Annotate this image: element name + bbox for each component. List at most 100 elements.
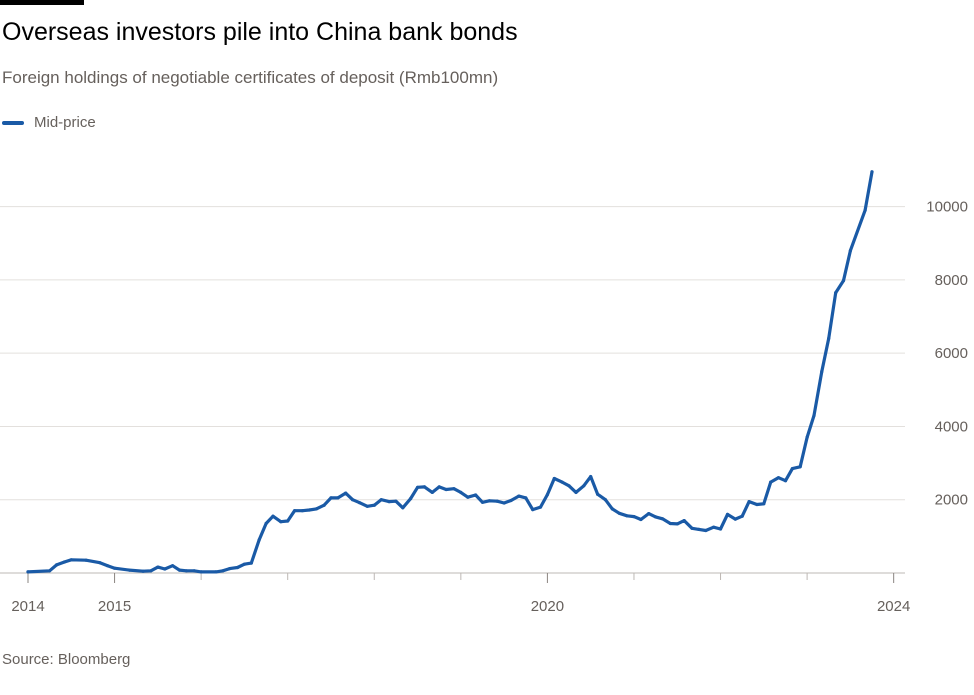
data-point [805, 435, 809, 439]
series-line-mid-price [26, 170, 874, 574]
data-point [300, 509, 304, 513]
data-point [654, 515, 658, 519]
data-point [387, 500, 391, 504]
data-point [820, 369, 824, 374]
data-point [466, 495, 470, 499]
data-point [567, 484, 571, 488]
data-point [401, 506, 405, 510]
x-tick-label-2020: 2020 [531, 598, 564, 615]
data-point [725, 512, 730, 517]
data-point [106, 564, 110, 568]
data-point [524, 496, 528, 500]
data-point [660, 517, 665, 521]
data-point [668, 521, 672, 526]
data-point [444, 487, 448, 492]
data-point [322, 503, 326, 507]
data-point [610, 507, 614, 511]
data-point [841, 279, 846, 283]
data-point [221, 569, 225, 573]
data-point [358, 501, 362, 505]
data-point [163, 567, 167, 571]
data-point [307, 508, 311, 512]
data-point [682, 519, 686, 523]
data-point [113, 566, 117, 570]
data-point [171, 564, 175, 568]
y-tick-label-10000: 10000 [926, 199, 968, 216]
data-point [632, 515, 636, 519]
data-point [416, 485, 420, 489]
data-point [848, 249, 853, 253]
y-tick-label-6000: 6000 [935, 345, 968, 362]
tick-labels: 2000 4000 6000 8000 10000 2014 2015 2020 2024 [11, 199, 968, 615]
data-point [552, 476, 556, 481]
data-point [545, 493, 550, 497]
data-point [271, 514, 275, 518]
data-point [422, 485, 427, 489]
data-point [740, 514, 744, 518]
data-point [84, 558, 88, 562]
data-point [733, 517, 737, 521]
data-point [394, 499, 398, 503]
data-point [149, 569, 153, 573]
data-point [639, 517, 643, 522]
chart-title: Overseas investors pile into China bank … [2, 18, 518, 46]
data-point [293, 509, 297, 513]
data-point [459, 490, 463, 494]
data-point [827, 336, 831, 341]
data-point [502, 501, 506, 505]
data-point [776, 476, 781, 480]
series-layer [26, 170, 874, 574]
brand-bar [0, 0, 84, 5]
y-tick-label-4000: 4000 [935, 418, 968, 435]
data-point [582, 484, 586, 488]
data-point [177, 568, 182, 572]
legend: Mid-price [2, 114, 96, 131]
data-point [344, 491, 348, 495]
data-point [235, 565, 240, 570]
grid-lines [0, 206, 905, 501]
source-note: Source: Bloomberg [2, 651, 131, 668]
data-point [783, 479, 788, 483]
data-point [596, 492, 600, 496]
data-point [625, 514, 629, 518]
data-point [329, 496, 333, 500]
data-point [517, 494, 521, 498]
data-point [712, 525, 716, 529]
data-point [184, 569, 188, 573]
data-point [747, 500, 751, 504]
data-point [647, 511, 651, 516]
data-point [560, 480, 564, 484]
data-point [336, 496, 340, 500]
data-point [55, 563, 59, 567]
x-tick-label-2024: 2024 [877, 598, 910, 615]
data-point [214, 570, 218, 574]
data-point [279, 520, 283, 524]
legend-line-swatch [2, 120, 24, 125]
data-point [531, 508, 535, 512]
data-point [26, 570, 30, 574]
data-point [538, 505, 543, 509]
legend-label: Mid-price [34, 114, 96, 131]
x-tick-label-2014: 2014 [11, 598, 44, 615]
data-point [617, 511, 621, 515]
data-point [199, 570, 203, 574]
data-point [574, 490, 578, 494]
data-point [704, 528, 708, 533]
data-point [452, 487, 456, 491]
data-point [365, 504, 369, 508]
data-point [790, 467, 795, 471]
data-point [718, 527, 723, 531]
data-point [372, 503, 376, 507]
data-point [863, 208, 867, 212]
data-point [697, 527, 701, 532]
data-point [834, 291, 838, 295]
data-point [264, 521, 268, 526]
data-point [762, 502, 766, 506]
data-point [156, 565, 160, 569]
data-point [257, 538, 261, 542]
data-point [589, 475, 593, 479]
data-point [870, 170, 874, 174]
chart-subtitle: Foreign holdings of negotiable certifica… [2, 68, 499, 87]
data-point [69, 558, 73, 562]
data-point [495, 499, 499, 503]
